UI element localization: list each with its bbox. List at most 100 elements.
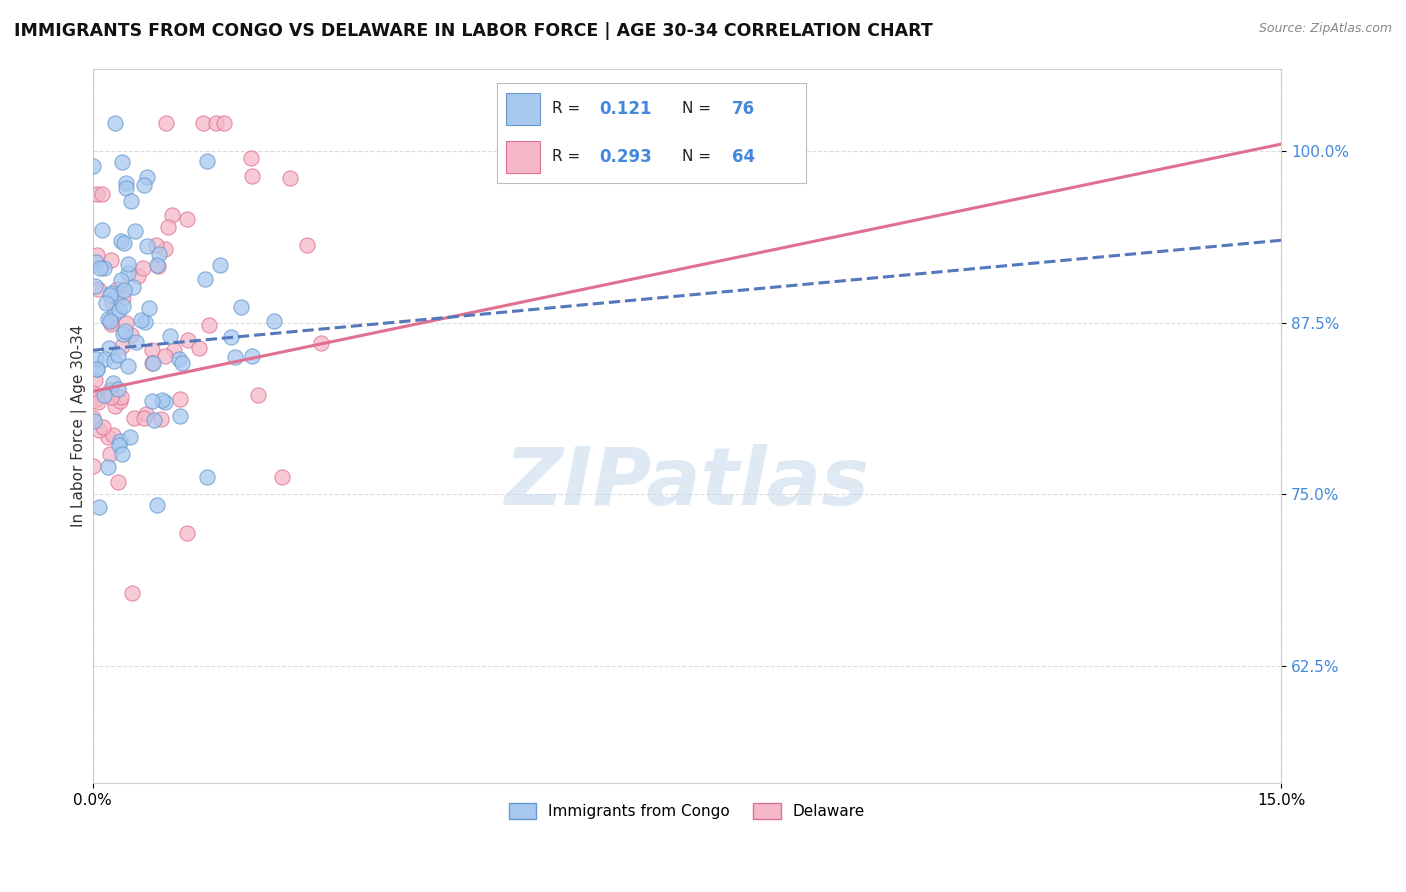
Point <box>108 438 131 452</box>
Point <box>111 291 134 305</box>
Point <box>111 155 134 169</box>
Point <box>86 362 108 376</box>
Point <box>108 302 131 317</box>
Point <box>86 391 108 405</box>
Point <box>194 272 217 286</box>
Point <box>103 376 125 390</box>
Point <box>145 238 167 252</box>
Point <box>94 351 117 366</box>
Point <box>141 343 163 357</box>
Point <box>94 296 117 310</box>
Point <box>153 242 176 256</box>
Point <box>84 278 107 293</box>
Point <box>107 382 129 396</box>
Point <box>89 260 111 275</box>
Point <box>103 428 125 442</box>
Text: IMMIGRANTS FROM CONGO VS DELAWARE IN LABOR FORCE | AGE 30-34 CORRELATION CHART: IMMIGRANTS FROM CONGO VS DELAWARE IN LAB… <box>14 22 932 40</box>
Point <box>86 352 108 367</box>
Point <box>135 170 157 185</box>
Point <box>82 410 104 425</box>
Point <box>84 255 107 269</box>
Point <box>176 211 198 226</box>
Point <box>153 394 176 409</box>
Point <box>103 354 125 368</box>
Point <box>87 282 110 296</box>
Point <box>134 315 156 329</box>
Point <box>110 390 132 404</box>
Point <box>134 411 156 425</box>
Point <box>169 392 191 406</box>
Point <box>246 388 269 402</box>
Point <box>86 361 108 376</box>
Point <box>100 296 122 310</box>
Point <box>84 393 107 408</box>
Point <box>172 355 194 369</box>
Point <box>108 394 131 409</box>
Point <box>208 258 231 272</box>
Point <box>153 349 176 363</box>
Point <box>229 300 252 314</box>
Legend: Immigrants from Congo, Delaware: Immigrants from Congo, Delaware <box>503 797 872 825</box>
Point <box>98 314 121 328</box>
Point <box>93 388 115 402</box>
Point <box>110 434 132 448</box>
Point <box>97 460 120 475</box>
Point <box>270 470 292 484</box>
Point <box>98 384 121 398</box>
Point <box>93 260 115 275</box>
Point <box>100 390 122 404</box>
Point <box>120 327 142 342</box>
Point <box>100 315 122 329</box>
Point <box>141 393 163 408</box>
Point <box>89 500 111 514</box>
Point <box>110 273 132 287</box>
Point <box>86 187 108 202</box>
Point <box>146 498 169 512</box>
Point <box>148 246 170 260</box>
Point <box>86 395 108 409</box>
Point <box>240 151 263 165</box>
Point <box>115 176 138 190</box>
Point <box>278 171 301 186</box>
Point <box>91 186 114 201</box>
Point <box>104 116 127 130</box>
Point <box>125 334 148 349</box>
Point <box>100 318 122 332</box>
Point <box>82 159 104 173</box>
Point <box>219 329 242 343</box>
Point <box>86 248 108 262</box>
Point <box>97 312 120 326</box>
Point <box>107 475 129 490</box>
Point <box>205 116 228 130</box>
Point <box>155 116 177 130</box>
Point <box>136 239 159 253</box>
Point <box>91 420 114 434</box>
Point <box>159 329 181 343</box>
Point <box>129 313 152 327</box>
Point <box>132 178 155 193</box>
Point <box>112 236 135 251</box>
Point <box>240 349 263 363</box>
Point <box>83 414 105 428</box>
Point <box>98 447 121 461</box>
Point <box>82 386 104 401</box>
Point <box>97 430 120 444</box>
Point <box>121 586 143 600</box>
Point <box>114 316 136 330</box>
Point <box>240 169 263 183</box>
Point <box>135 407 157 421</box>
Point <box>104 399 127 413</box>
Point <box>169 409 191 424</box>
Point <box>163 343 186 357</box>
Point <box>195 470 218 484</box>
Point <box>224 351 246 365</box>
Point <box>97 341 120 355</box>
Point <box>117 266 139 280</box>
Point <box>149 412 172 426</box>
Point <box>132 261 155 276</box>
Y-axis label: In Labor Force | Age 30-34: In Labor Force | Age 30-34 <box>72 325 87 527</box>
Point <box>111 326 134 341</box>
Point <box>100 286 122 301</box>
Point <box>188 341 211 355</box>
Point <box>212 116 235 130</box>
